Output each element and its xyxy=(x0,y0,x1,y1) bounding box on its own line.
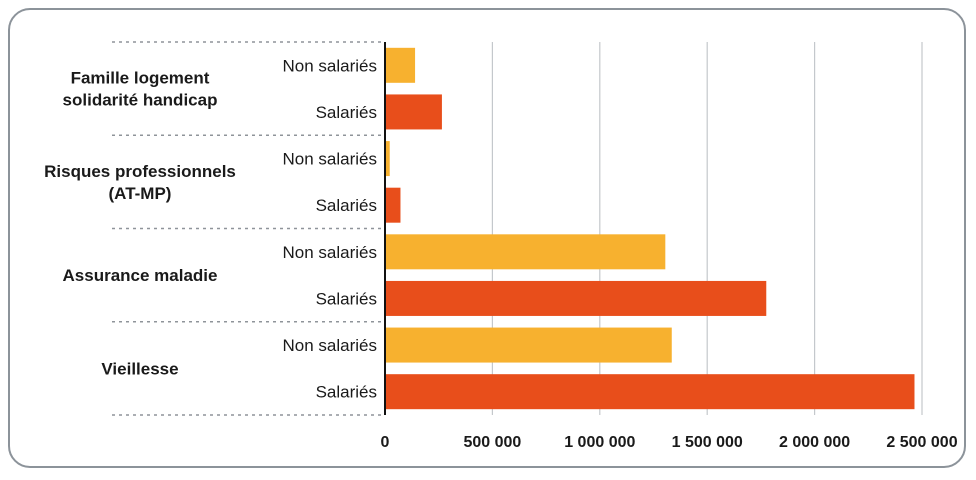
group-label: (AT-MP) xyxy=(109,184,172,203)
bar xyxy=(385,187,401,223)
bar-label: Salariés xyxy=(316,196,377,215)
x-tick-label: 0 xyxy=(381,434,390,451)
bar xyxy=(385,47,416,83)
bar-label: Salariés xyxy=(316,383,377,402)
bar xyxy=(385,234,666,270)
bar-label: Salariés xyxy=(316,289,377,308)
group-label: Assurance maladie xyxy=(63,266,218,285)
group-label: Risques professionnels xyxy=(44,162,236,181)
x-tick-label: 2 500 000 xyxy=(886,434,957,451)
bar-label: Non salariés xyxy=(283,150,378,169)
bar-label: Non salariés xyxy=(283,336,378,355)
bar-label: Non salariés xyxy=(283,56,378,75)
bar xyxy=(385,280,767,316)
bar xyxy=(385,374,915,410)
bar-label: Salariés xyxy=(316,103,377,122)
group-label: Vieillesse xyxy=(101,359,178,378)
bar-label: Non salariés xyxy=(283,243,378,262)
x-tick-label: 1 000 000 xyxy=(564,434,635,451)
x-tick-label: 1 500 000 xyxy=(672,434,743,451)
x-tick-label: 500 000 xyxy=(463,434,521,451)
bar xyxy=(385,327,672,363)
bar xyxy=(385,141,390,177)
group-label: solidarité handicap xyxy=(63,91,218,110)
group-label: Famille logement xyxy=(71,69,210,88)
x-tick-label: 2 000 000 xyxy=(779,434,850,451)
bar xyxy=(385,94,442,130)
